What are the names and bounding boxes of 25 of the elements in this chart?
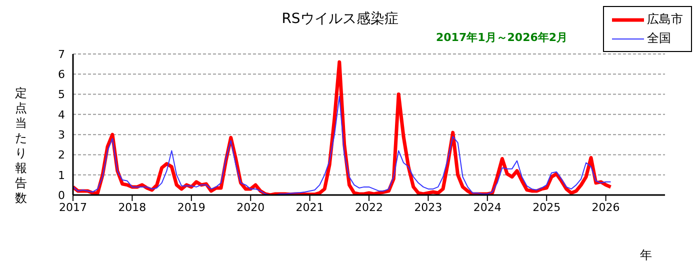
y-tick-label: 0 (58, 188, 65, 202)
y-tick-label: 5 (58, 88, 65, 102)
y-tick-label: 4 (58, 108, 65, 122)
chart-title: RSウイルス感染症 (282, 11, 398, 27)
legend-label: 全国 (647, 30, 671, 47)
x-tick-label: 2024 (473, 200, 502, 214)
chart-subtitle: 2017年1月～2026年2月 (436, 30, 568, 45)
y-tick-label: 2 (58, 148, 65, 162)
x-tick-label: 2021 (296, 200, 324, 214)
y-axis-title: 定点当たり報告数 (14, 86, 28, 206)
y-tick-label: 6 (58, 68, 65, 82)
x-tick-label: 2017 (59, 200, 87, 214)
x-tick-label: 2019 (177, 200, 206, 214)
legend-label: 広島市 (647, 11, 683, 28)
x-axis-title: 年 (640, 247, 652, 264)
y-tick-label: 7 (58, 48, 65, 61)
y-tick-label: 1 (58, 168, 65, 182)
line-series (73, 96, 612, 195)
x-tick-label: 2020 (236, 200, 265, 214)
x-tick-label: 2025 (532, 200, 561, 214)
x-tick-label: 2026 (592, 200, 620, 214)
x-tick-label: 2023 (414, 200, 442, 214)
x-tick-label: 2022 (355, 200, 383, 214)
y-tick-label: 3 (58, 128, 65, 142)
x-tick-label: 2018 (118, 200, 146, 214)
